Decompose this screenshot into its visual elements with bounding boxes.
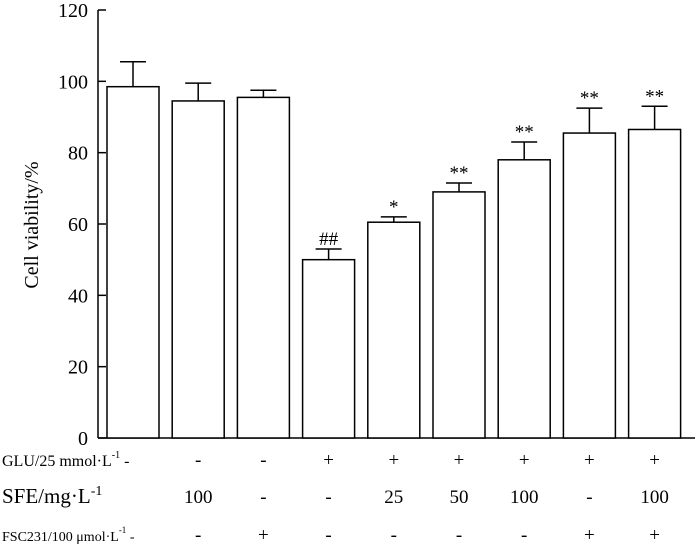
- condition-value: -: [195, 450, 201, 471]
- bar: [497, 159, 551, 439]
- bar: [236, 96, 291, 439]
- treatment-conditions: GLU/25 mmol·L-1 - - - + + + + + + SFE/mg·L-1 100 - -…: [2, 450, 669, 545]
- condition-value: 50: [450, 487, 469, 508]
- significance-marker: **: [450, 163, 469, 184]
- bar: [432, 191, 486, 439]
- significance-marker: **: [645, 86, 664, 107]
- condition-value: +: [454, 450, 465, 471]
- condition-value: -: [325, 487, 331, 508]
- significance-marker: **: [580, 88, 599, 109]
- condition-value: +: [649, 525, 660, 545]
- bars: [106, 60, 682, 439]
- condition-value: +: [584, 450, 595, 471]
- condition-value: -: [195, 525, 201, 545]
- condition-value: +: [649, 450, 660, 471]
- bar: [627, 128, 682, 439]
- y-tick-label: 80: [68, 143, 88, 165]
- y-tick-label: 0: [78, 428, 88, 450]
- y-tick-label: 120: [58, 0, 88, 22]
- y-tick-label: 40: [68, 285, 88, 307]
- condition-value: +: [323, 450, 334, 471]
- condition-value: 100: [640, 487, 669, 508]
- bar: [106, 85, 160, 439]
- significance-marker: ##: [319, 229, 339, 250]
- y-axis-label: Cell viability/%: [21, 161, 43, 288]
- bar: [171, 100, 225, 439]
- condition-value: +: [258, 525, 269, 545]
- condition-value: -: [260, 487, 266, 508]
- condition-value: -: [586, 487, 592, 508]
- condition-value: 100: [184, 487, 213, 508]
- condition-value: -: [325, 525, 331, 545]
- condition-value: +: [584, 525, 595, 545]
- y-tick-label: 100: [58, 71, 88, 93]
- condition-label: FSC231/100 μmol·L-1 -: [2, 525, 135, 545]
- condition-value: +: [388, 450, 399, 471]
- bar: [562, 132, 617, 439]
- condition-value: -: [521, 525, 527, 545]
- y-tick-label: 20: [68, 357, 88, 379]
- condition-value: -: [391, 525, 397, 545]
- condition-value: -: [456, 525, 462, 545]
- condition-label: SFE/mg·L-1: [2, 484, 102, 508]
- condition-value: 25: [384, 487, 403, 508]
- y-tick-label: 60: [68, 214, 88, 236]
- significance-marker: **: [515, 122, 534, 143]
- significance-annotations: ##******* **: [319, 86, 664, 250]
- condition-value: 100: [510, 487, 539, 508]
- bar: [367, 221, 421, 439]
- significance-marker: *: [389, 197, 399, 218]
- condition-value: -: [260, 450, 266, 471]
- condition-label: GLU/25 mmol·L-1 -: [2, 450, 129, 470]
- bar: [301, 258, 356, 439]
- condition-value: +: [519, 450, 530, 471]
